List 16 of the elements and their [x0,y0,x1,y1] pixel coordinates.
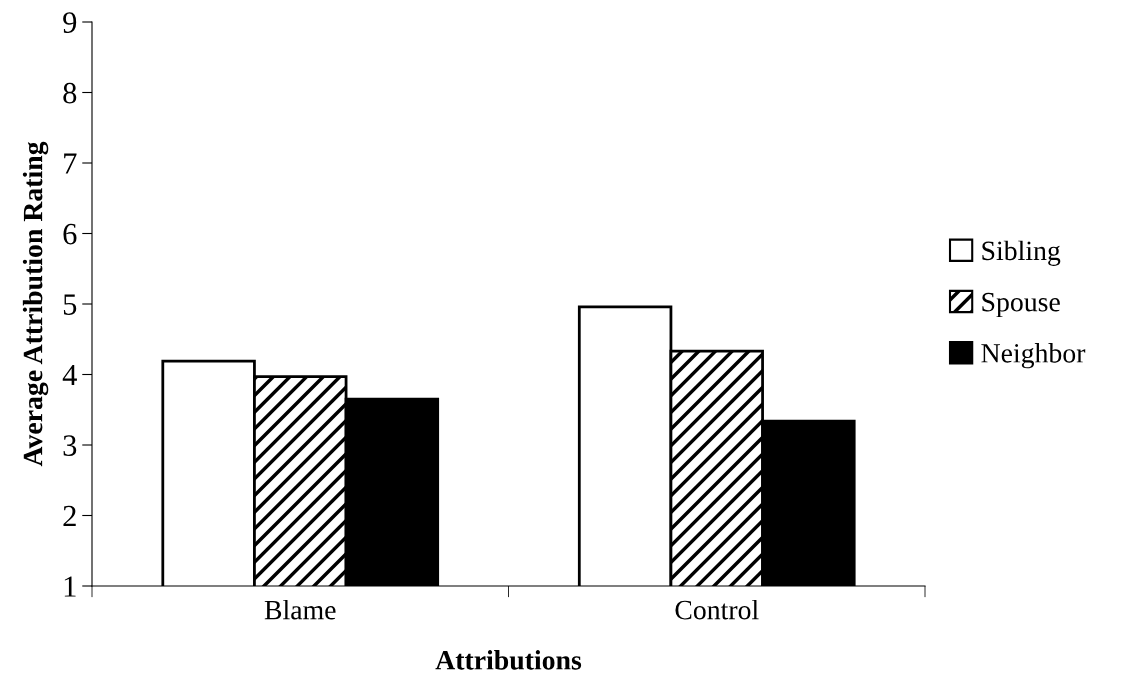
y-tick-label: 4 [62,364,77,386]
y-tick-label: 1 [64,576,76,597]
y-tick-label: 6 [63,223,77,245]
legend-label: Spouse [982,292,1060,318]
y-tick-label: 3 [63,435,77,456]
x-tick-label: Control [675,599,759,620]
legend-label: Neighbor [981,343,1086,369]
y-tick-label: 8 [63,82,77,104]
y-tick-label: 7 [64,153,77,174]
y-tick-label: 5 [63,294,77,315]
x-tick-label: Blame [264,599,336,620]
y-tick-label: 9 [63,12,77,33]
legend-label: Sibling [982,240,1061,266]
y-axis-title: Average Attribution Rating [22,141,49,467]
x-axis-title: Attributions [435,650,582,670]
y-tick-label: 2 [63,505,76,527]
